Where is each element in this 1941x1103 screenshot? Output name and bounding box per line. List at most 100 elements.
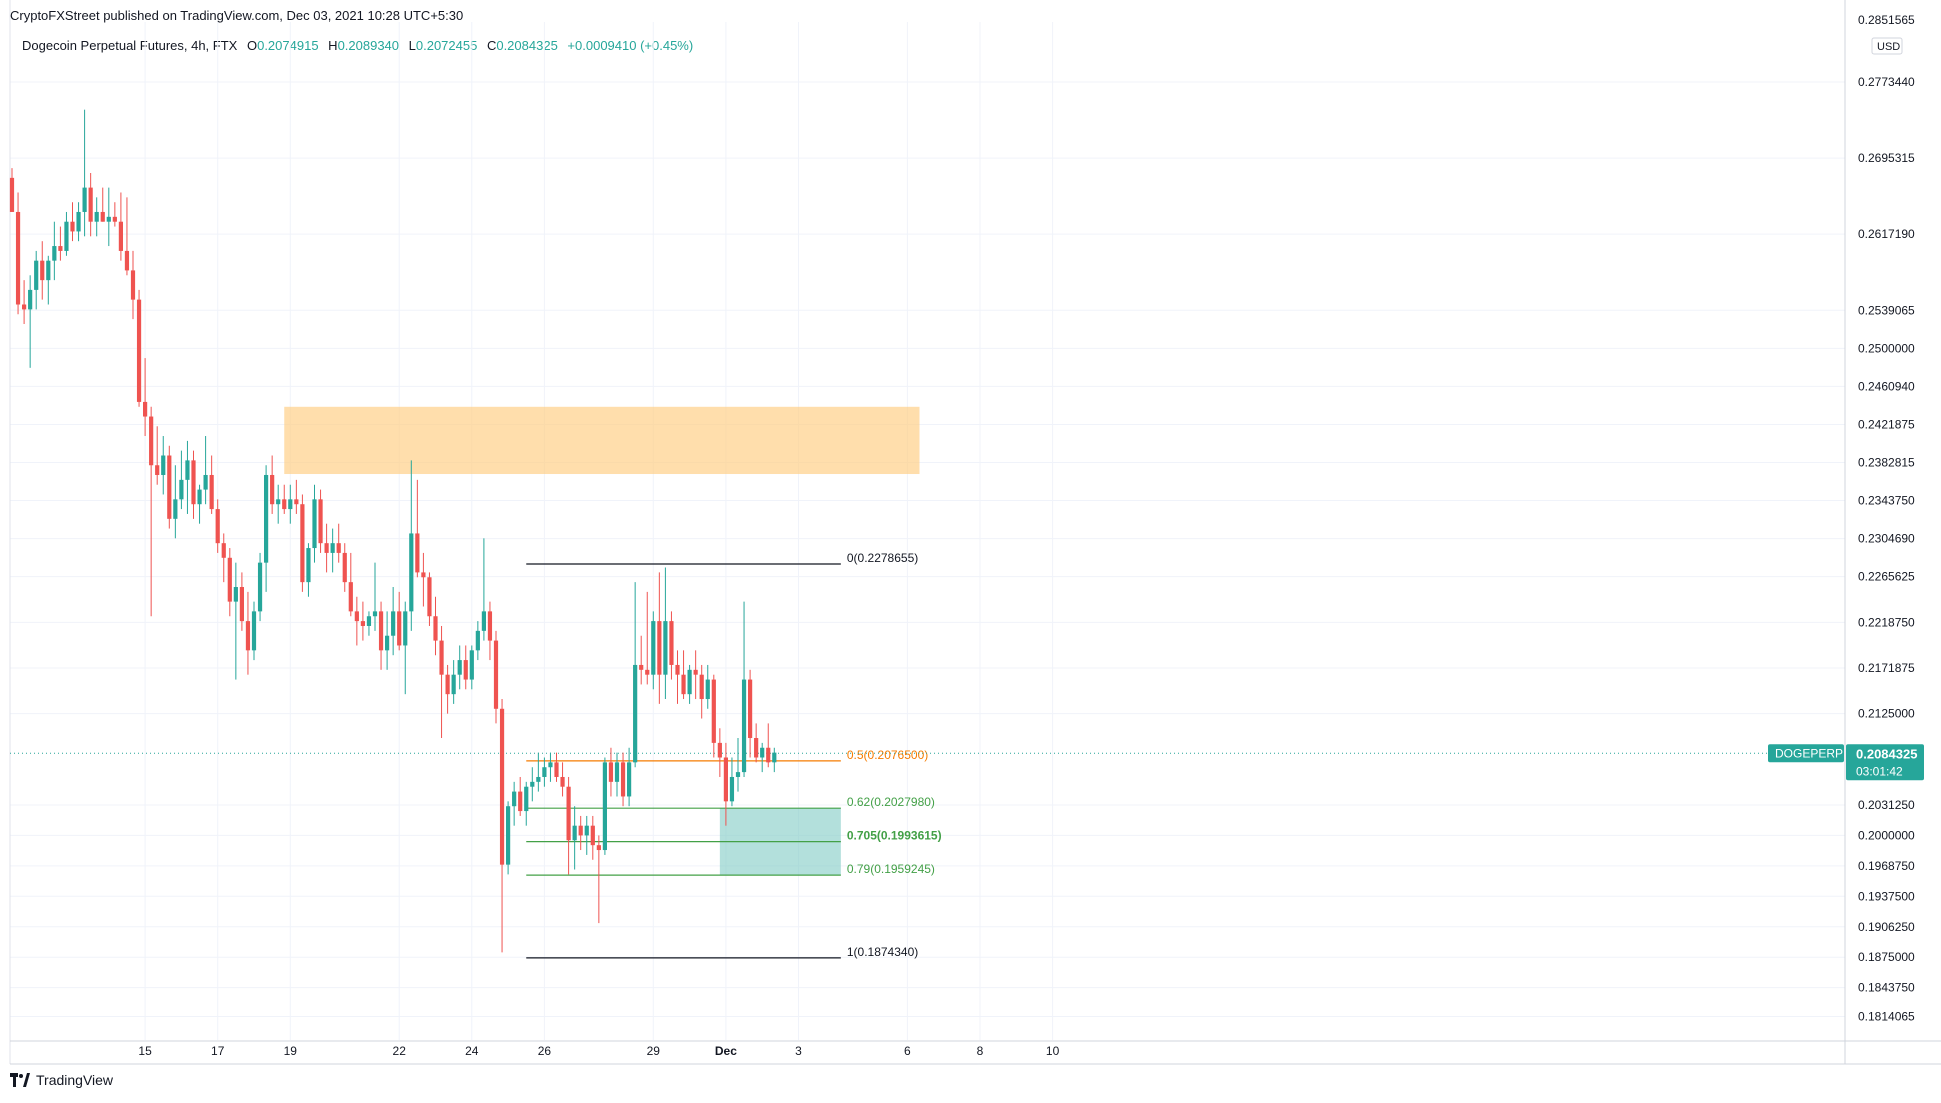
candle [741,601,747,777]
candle [312,484,317,563]
candle-body [245,621,251,651]
candle [548,752,553,782]
candle-body [512,791,517,807]
candle [288,484,293,524]
candle [70,202,75,242]
price-tick-label: 0.2265625 [1858,570,1915,584]
candle-body [403,611,408,646]
candle [155,426,160,485]
candle-body [136,299,142,402]
candle [191,450,196,519]
candle [760,742,765,773]
candle-body [149,416,154,466]
candle-body [693,669,698,675]
candle-body [264,474,269,563]
candle-body [548,762,553,768]
candle [687,664,692,704]
candle [512,781,517,826]
fib-label-0-705: 0.705(0.1993615) [847,829,942,843]
candle-body [251,611,257,651]
candle-body [748,679,753,739]
candle-body [324,543,329,553]
candle-body [294,499,299,505]
fib-label-0-62: 0.62(0.2027980) [847,795,935,809]
candle-body [100,211,105,222]
candle [481,538,486,641]
candle-body [469,650,474,680]
footer-brand-text: TradingView [36,1072,114,1088]
price-tick-label: 0.2773440 [1858,75,1915,89]
candle [663,567,668,700]
candle-body [560,776,565,787]
candle [633,582,638,768]
candle-body [457,660,462,675]
candle [590,815,595,860]
candle-body [506,806,511,865]
candle [161,436,166,495]
date-tick-label: Dec [715,1044,737,1058]
candle-body [40,260,45,281]
price-tick-label: 0.2421875 [1858,417,1915,431]
footer-brand: TradingView [10,1072,113,1088]
candle [681,650,686,700]
fib-label-0-5: 0.5(0.2076500) [847,748,928,762]
candle [729,757,735,807]
candle-body [415,533,420,573]
candle [94,197,99,237]
candle-body [143,401,148,417]
candle [46,255,51,305]
candle [130,250,136,320]
tradingview-logo-icon [10,1073,30,1087]
candle [324,523,329,573]
price-tick-label: 0.1906250 [1858,920,1915,934]
candle-body [342,552,347,583]
candle [554,752,559,782]
candle-body [566,786,571,841]
candle [52,221,57,281]
date-tick-label: 19 [284,1044,298,1058]
candle-body [675,664,680,675]
candle [112,202,117,227]
candle-body [772,752,777,763]
candle [506,801,511,875]
candle-body [155,465,160,475]
date-tick-label: 8 [977,1044,984,1058]
candle-body [348,582,353,612]
price-tick-label: 0.1843750 [1858,981,1915,995]
candle-body [130,270,136,300]
fib-label-0: 0(0.2278655) [847,551,918,565]
date-tick-label: 10 [1046,1044,1060,1058]
date-tick-label: 26 [538,1044,552,1058]
candle-body [536,776,541,782]
candle [58,226,63,261]
candle-body [699,674,704,700]
price-tick-label: 0.1937500 [1858,889,1915,903]
currency-box [1871,37,1903,55]
candle [445,664,450,714]
candle [469,645,474,690]
candle [754,723,759,763]
candle [536,752,541,792]
candle-body [34,260,39,290]
candle-body [185,460,190,480]
candle [34,250,39,310]
candle-body [409,533,414,612]
candle [251,601,257,661]
candle [475,621,480,661]
candle [342,543,347,592]
candle [584,815,589,855]
bar-countdown: 03:01:42 [1856,764,1903,778]
candle-body [167,455,172,519]
date-tick-label: 22 [393,1044,407,1058]
candle [518,776,523,816]
symbol-name[interactable]: Dogecoin Perpetual Futures, 4h, FTX [22,38,238,53]
grid [10,22,1845,1040]
fib-label-1: 1(0.1874340) [847,945,918,959]
candle-body [88,187,93,222]
candle-body [397,611,402,646]
candle [318,489,323,553]
candle-body [705,679,710,700]
candle [415,479,420,578]
candle [149,406,154,617]
